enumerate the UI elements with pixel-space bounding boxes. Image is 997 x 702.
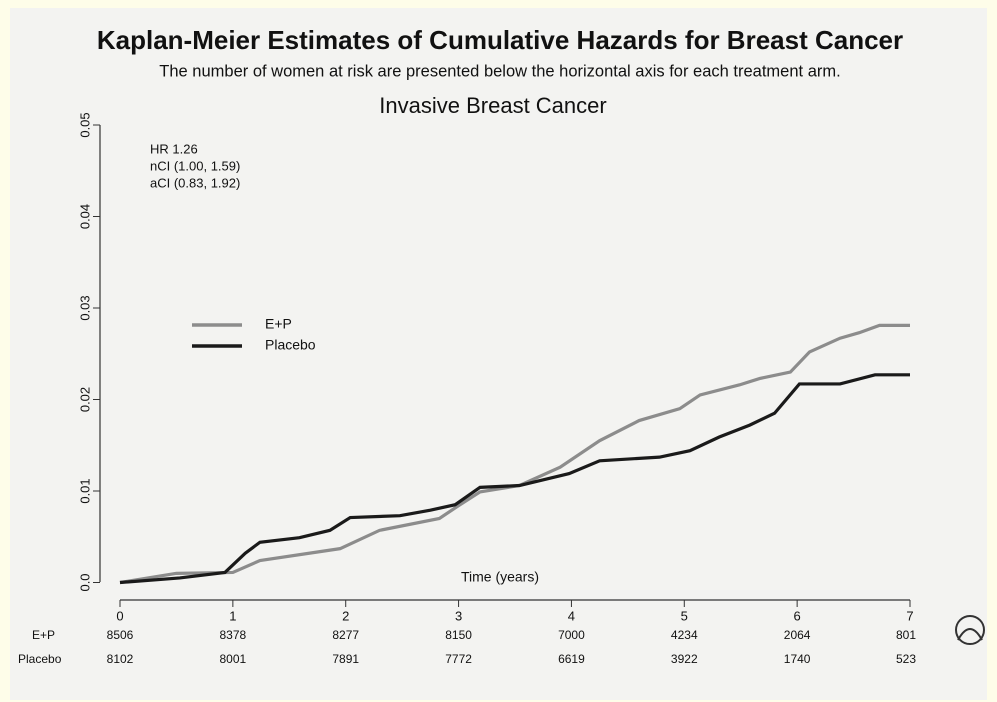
risk-count: 1740 <box>784 652 811 666</box>
risk-count: 8378 <box>220 628 247 642</box>
risk-count: 7891 <box>332 652 359 666</box>
chart-subtitle: The number of women at risk are presente… <box>159 62 840 80</box>
y-tick-label: 0.01 <box>77 478 92 503</box>
legend-label: Placebo <box>265 337 316 353</box>
y-tick-label: 0.03 <box>77 295 92 320</box>
x-tick-label: 5 <box>681 608 688 623</box>
risk-count: 8102 <box>107 652 134 666</box>
risk-row-label: E+P <box>32 628 55 642</box>
risk-count: 8277 <box>332 628 359 642</box>
risk-count: 3922 <box>671 652 698 666</box>
y-tick-label: 0.04 <box>77 204 92 229</box>
risk-count: 8150 <box>445 628 472 642</box>
logo <box>955 615 985 645</box>
line-series <box>119 323 910 585</box>
x-tick-label: 4 <box>568 608 575 623</box>
chart-title: Kaplan-Meier Estimates of Cumulative Haz… <box>97 25 903 55</box>
risk-count: 2064 <box>784 628 811 642</box>
x-tick-label: 6 <box>794 608 801 623</box>
risk-count: 8506 <box>107 628 134 642</box>
risk-count: 8001 <box>220 652 247 666</box>
risk-count: 7772 <box>445 652 472 666</box>
plot-title: Invasive Breast Cancer <box>379 93 606 118</box>
legend-label: E+P <box>265 316 292 332</box>
annotation: HR 1.26 <box>150 141 198 156</box>
panel <box>10 8 987 700</box>
annotation: aCI (0.83, 1.92) <box>150 175 240 190</box>
x-tick-label: 7 <box>906 608 913 623</box>
risk-row-label: Placebo <box>18 652 62 666</box>
line-series <box>119 373 910 585</box>
y-tick-label: 0.0 <box>77 573 92 591</box>
x-tick-label: 0 <box>116 608 123 623</box>
risk-count: 801 <box>896 628 916 642</box>
risk-count: 4234 <box>671 628 698 642</box>
x-axis-label: Time (years) <box>461 569 539 585</box>
risk-count: 7000 <box>558 628 585 642</box>
annotation: nCI (1.00, 1.59) <box>150 158 240 173</box>
x-tick-label: 2 <box>342 608 349 623</box>
x-tick-label: 1 <box>229 608 236 623</box>
risk-count: 6619 <box>558 652 585 666</box>
x-tick-label: 3 <box>455 608 462 623</box>
risk-count: 523 <box>896 652 916 666</box>
y-tick-label: 0.02 <box>77 387 92 412</box>
y-tick-label: 0.05 <box>77 112 92 137</box>
